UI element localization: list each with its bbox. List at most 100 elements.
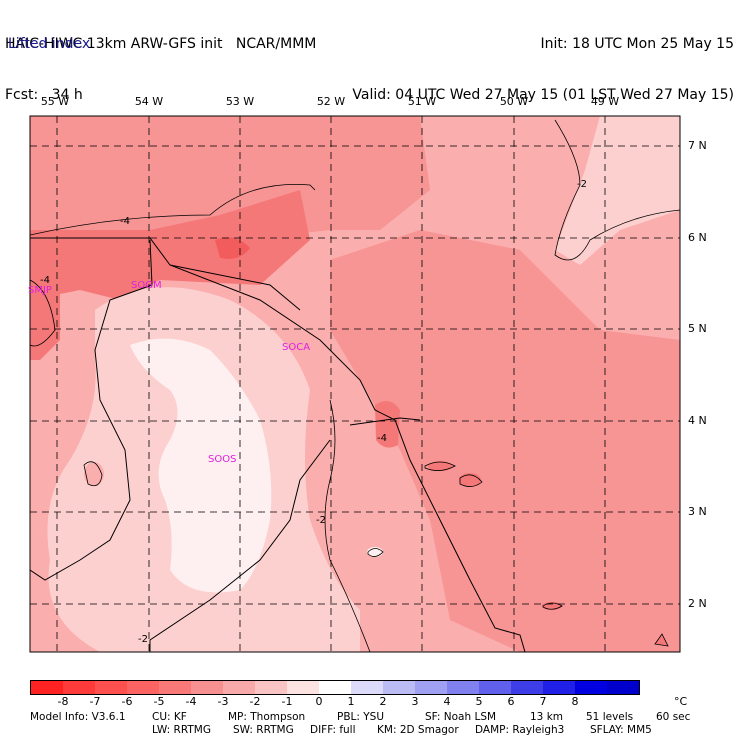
contour-spot-b [459,474,483,487]
lon-label-51w: 51 W [407,95,437,108]
colorbar-segment [159,681,191,694]
lon-label-53w: 53 W [225,95,255,108]
colorbar-tick-label: 4 [443,695,451,708]
colorbar-tick-label: -4 [185,695,197,708]
colorbar-tick-label: -7 [89,695,101,708]
header-right: Init: 18 UTC Mon 25 May 15 Valid: 04 UTC… [352,2,734,121]
model-title: HAIC-HIWC 13km ARW-GFS init NCAR/MMM [5,36,317,52]
graticule [30,116,680,652]
station-soos: SOOS [208,454,236,465]
field-north-band [30,116,430,260]
field-west-edge [30,270,60,360]
footer-model-info: Model Info: V3.6.1 [30,711,126,723]
colorbar-tick-label: -8 [57,695,69,708]
colorbar-segment [447,681,479,694]
footer-timestep: 60 sec [656,711,691,723]
station-labels: SMJP SOGM SOCA SOOS [28,280,310,465]
colorbar-segment [63,681,95,694]
colorbar-segment [479,681,511,694]
station-soca: SOCA [282,342,310,353]
shaded-field [30,116,680,652]
contour-north [30,184,316,236]
coastline [30,237,526,652]
footer-diff: DIFF: full [310,724,356,736]
station-sogm: SOGM [131,280,162,291]
footer-levels: 51 levels [586,711,634,723]
colorbar [30,680,640,695]
contour-label: -4 [120,216,130,227]
lon-label-54w: 54 W [134,95,164,108]
colorbar-tick-label: -2 [249,695,261,708]
colorbar-segment [319,681,351,694]
lat-label-2n: 2 N [688,597,707,610]
valid-time: Valid: 04 UTC Wed 27 May 15 (01 LST Wed … [352,87,734,103]
station-smjp: SMJP [28,285,52,296]
field-positive-core [130,338,272,593]
contours [30,119,680,652]
colorbar-tick-label: 0 [315,695,323,708]
lon-label-52w: 52 W [316,95,346,108]
contour-label: -4 [377,433,387,444]
field-spot-a [428,461,452,471]
colorbar-segment [575,681,607,694]
lon-label-49w: 49 W [590,95,620,108]
colorbar-segment [191,681,223,694]
contour-spot-e [367,548,384,557]
colorbar-tick-label: 8 [571,695,579,708]
colorbar-tick-label: -5 [153,695,165,708]
lat-label-7n: 7 N [688,139,707,152]
footer-mp: MP: Thompson [228,711,306,723]
border-west [30,239,153,581]
field-spot-d [655,634,668,646]
colorbar-segment [255,681,287,694]
colorbar-tick-label: -3 [217,695,229,708]
colorbar-tick-label: 2 [379,695,387,708]
colorbar-tick-label: -6 [121,695,133,708]
field-name: Lifted index [8,36,91,52]
border-east [349,417,421,426]
contour-central [324,399,371,652]
colorbar-segment [383,681,415,694]
lat-label-6n: 6 N [688,231,707,244]
colorbar-tick-label: 1 [347,695,355,708]
colorbar-segment [287,681,319,694]
colorbar-tick-label: 3 [411,695,419,708]
footer-pbl: PBL: YSU [337,711,385,723]
lon-label-55w: 55 W [40,95,70,108]
colorbar-tick-label: 5 [475,695,483,708]
colorbar-segment [31,681,63,694]
lat-label-3n: 3 N [688,505,707,518]
contour-label: -2 [577,179,587,190]
colorbar-segment [223,681,255,694]
header-left: HAIC-HIWC 13km ARW-GFS init NCAR/MMM Fcs… [5,2,316,121]
colorbar-tick-label: 7 [539,695,547,708]
border-north [169,264,301,311]
colorbar-tick-label: 6 [507,695,515,708]
colorbar-tick-label: -1 [281,695,293,708]
forecast-hour: Fcst: 34 h [5,87,83,103]
contour-label: -4 [40,275,50,286]
contour-spot-a [424,461,456,471]
footer-sw: SW: RRTMG [233,724,294,736]
colorbar-segment [607,681,639,694]
field-max-core [215,237,250,259]
contour-inland-spot [83,461,103,487]
border-south [149,439,331,652]
footer-cu: CU: KF [152,711,187,723]
colorbar-segment [415,681,447,694]
lat-label-4n: 4 N [688,414,707,427]
contour-west [30,279,56,347]
field-northeast-light [555,116,680,265]
footer-sflay: SFLAY: MM5 [590,724,652,736]
contour-label: -2 [138,634,148,645]
map-frame [29,115,681,653]
footer-lw: LW: RRTMG [152,724,211,736]
colorbar-segment [351,681,383,694]
field-spot-e [84,462,104,486]
colorbar-unit: °C [674,695,688,708]
contour-labels: -4 -4 -2 -4 -2 -2 [40,179,587,645]
footer-sf: SF: Noah LSM [425,711,497,723]
contour-label: -2 [316,515,326,526]
contour-spot-d [654,633,669,647]
